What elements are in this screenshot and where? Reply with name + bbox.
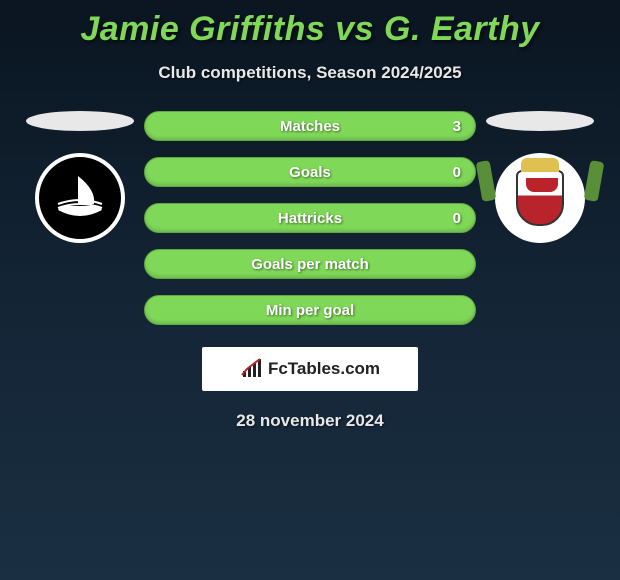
logo-text: FcTables.com [268, 359, 380, 379]
stat-row-goals: Goals 0 [144, 157, 476, 187]
stat-row-hattricks: Hattricks 0 [144, 203, 476, 233]
right-team-badge [495, 153, 585, 243]
left-team-badge [35, 153, 125, 243]
stat-bars: Matches 3 Goals 0 Hattricks 0 Goals per … [140, 111, 480, 325]
date-text: 28 november 2024 [0, 411, 620, 431]
page-title: Jamie Griffiths vs G. Earthy [0, 0, 620, 49]
crest-crown-icon [521, 158, 559, 172]
comparison-panel: Matches 3 Goals 0 Hattricks 0 Goals per … [0, 111, 620, 325]
crest-boat-icon [526, 178, 558, 192]
stat-right-value: 0 [453, 164, 461, 181]
right-side [480, 111, 600, 243]
crest-shield-icon [516, 170, 564, 226]
right-ellipse [486, 111, 594, 131]
subtitle: Club competitions, Season 2024/2025 [0, 63, 620, 83]
bar-chart-icon [240, 357, 264, 381]
stat-label: Goals per match [251, 256, 369, 273]
left-side [20, 111, 140, 243]
stat-label: Hattricks [278, 210, 342, 227]
source-logo: FcTables.com [202, 347, 418, 391]
stat-row-goals-per-match: Goals per match [144, 249, 476, 279]
stat-row-matches: Matches 3 [144, 111, 476, 141]
stat-label: Matches [280, 118, 340, 135]
left-ellipse [26, 111, 134, 131]
stat-right-value: 3 [453, 118, 461, 135]
stat-label: Min per goal [266, 302, 354, 319]
stat-right-value: 0 [453, 210, 461, 227]
stat-label: Goals [289, 164, 331, 181]
stat-row-min-per-goal: Min per goal [144, 295, 476, 325]
plymouth-sailboat-icon [48, 166, 112, 230]
crest-flag-right-icon [584, 160, 605, 202]
